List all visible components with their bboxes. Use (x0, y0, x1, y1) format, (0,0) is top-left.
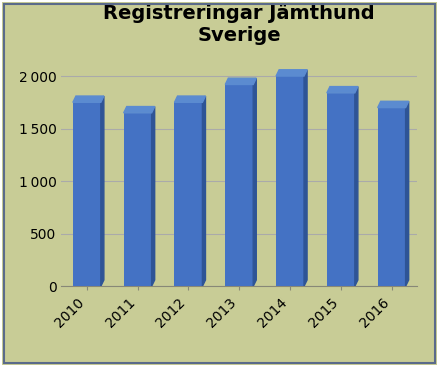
Bar (124, 113, 151, 286)
Polygon shape (304, 70, 306, 286)
Title: Registreringar Jämthund
Sverige: Registreringar Jämthund Sverige (103, 4, 374, 45)
Bar (276, 76, 304, 286)
Polygon shape (202, 96, 205, 286)
Bar (377, 108, 405, 286)
Polygon shape (326, 87, 357, 93)
Polygon shape (151, 106, 154, 286)
Polygon shape (377, 101, 408, 108)
Bar (225, 84, 253, 286)
Polygon shape (253, 78, 256, 286)
Polygon shape (354, 87, 357, 286)
Polygon shape (276, 70, 306, 76)
Polygon shape (405, 101, 408, 286)
Polygon shape (124, 106, 154, 113)
Bar (174, 102, 202, 286)
Bar (73, 102, 101, 286)
Polygon shape (225, 78, 256, 84)
Bar (326, 93, 354, 286)
Polygon shape (73, 96, 104, 102)
Polygon shape (101, 96, 104, 286)
Polygon shape (174, 96, 205, 102)
